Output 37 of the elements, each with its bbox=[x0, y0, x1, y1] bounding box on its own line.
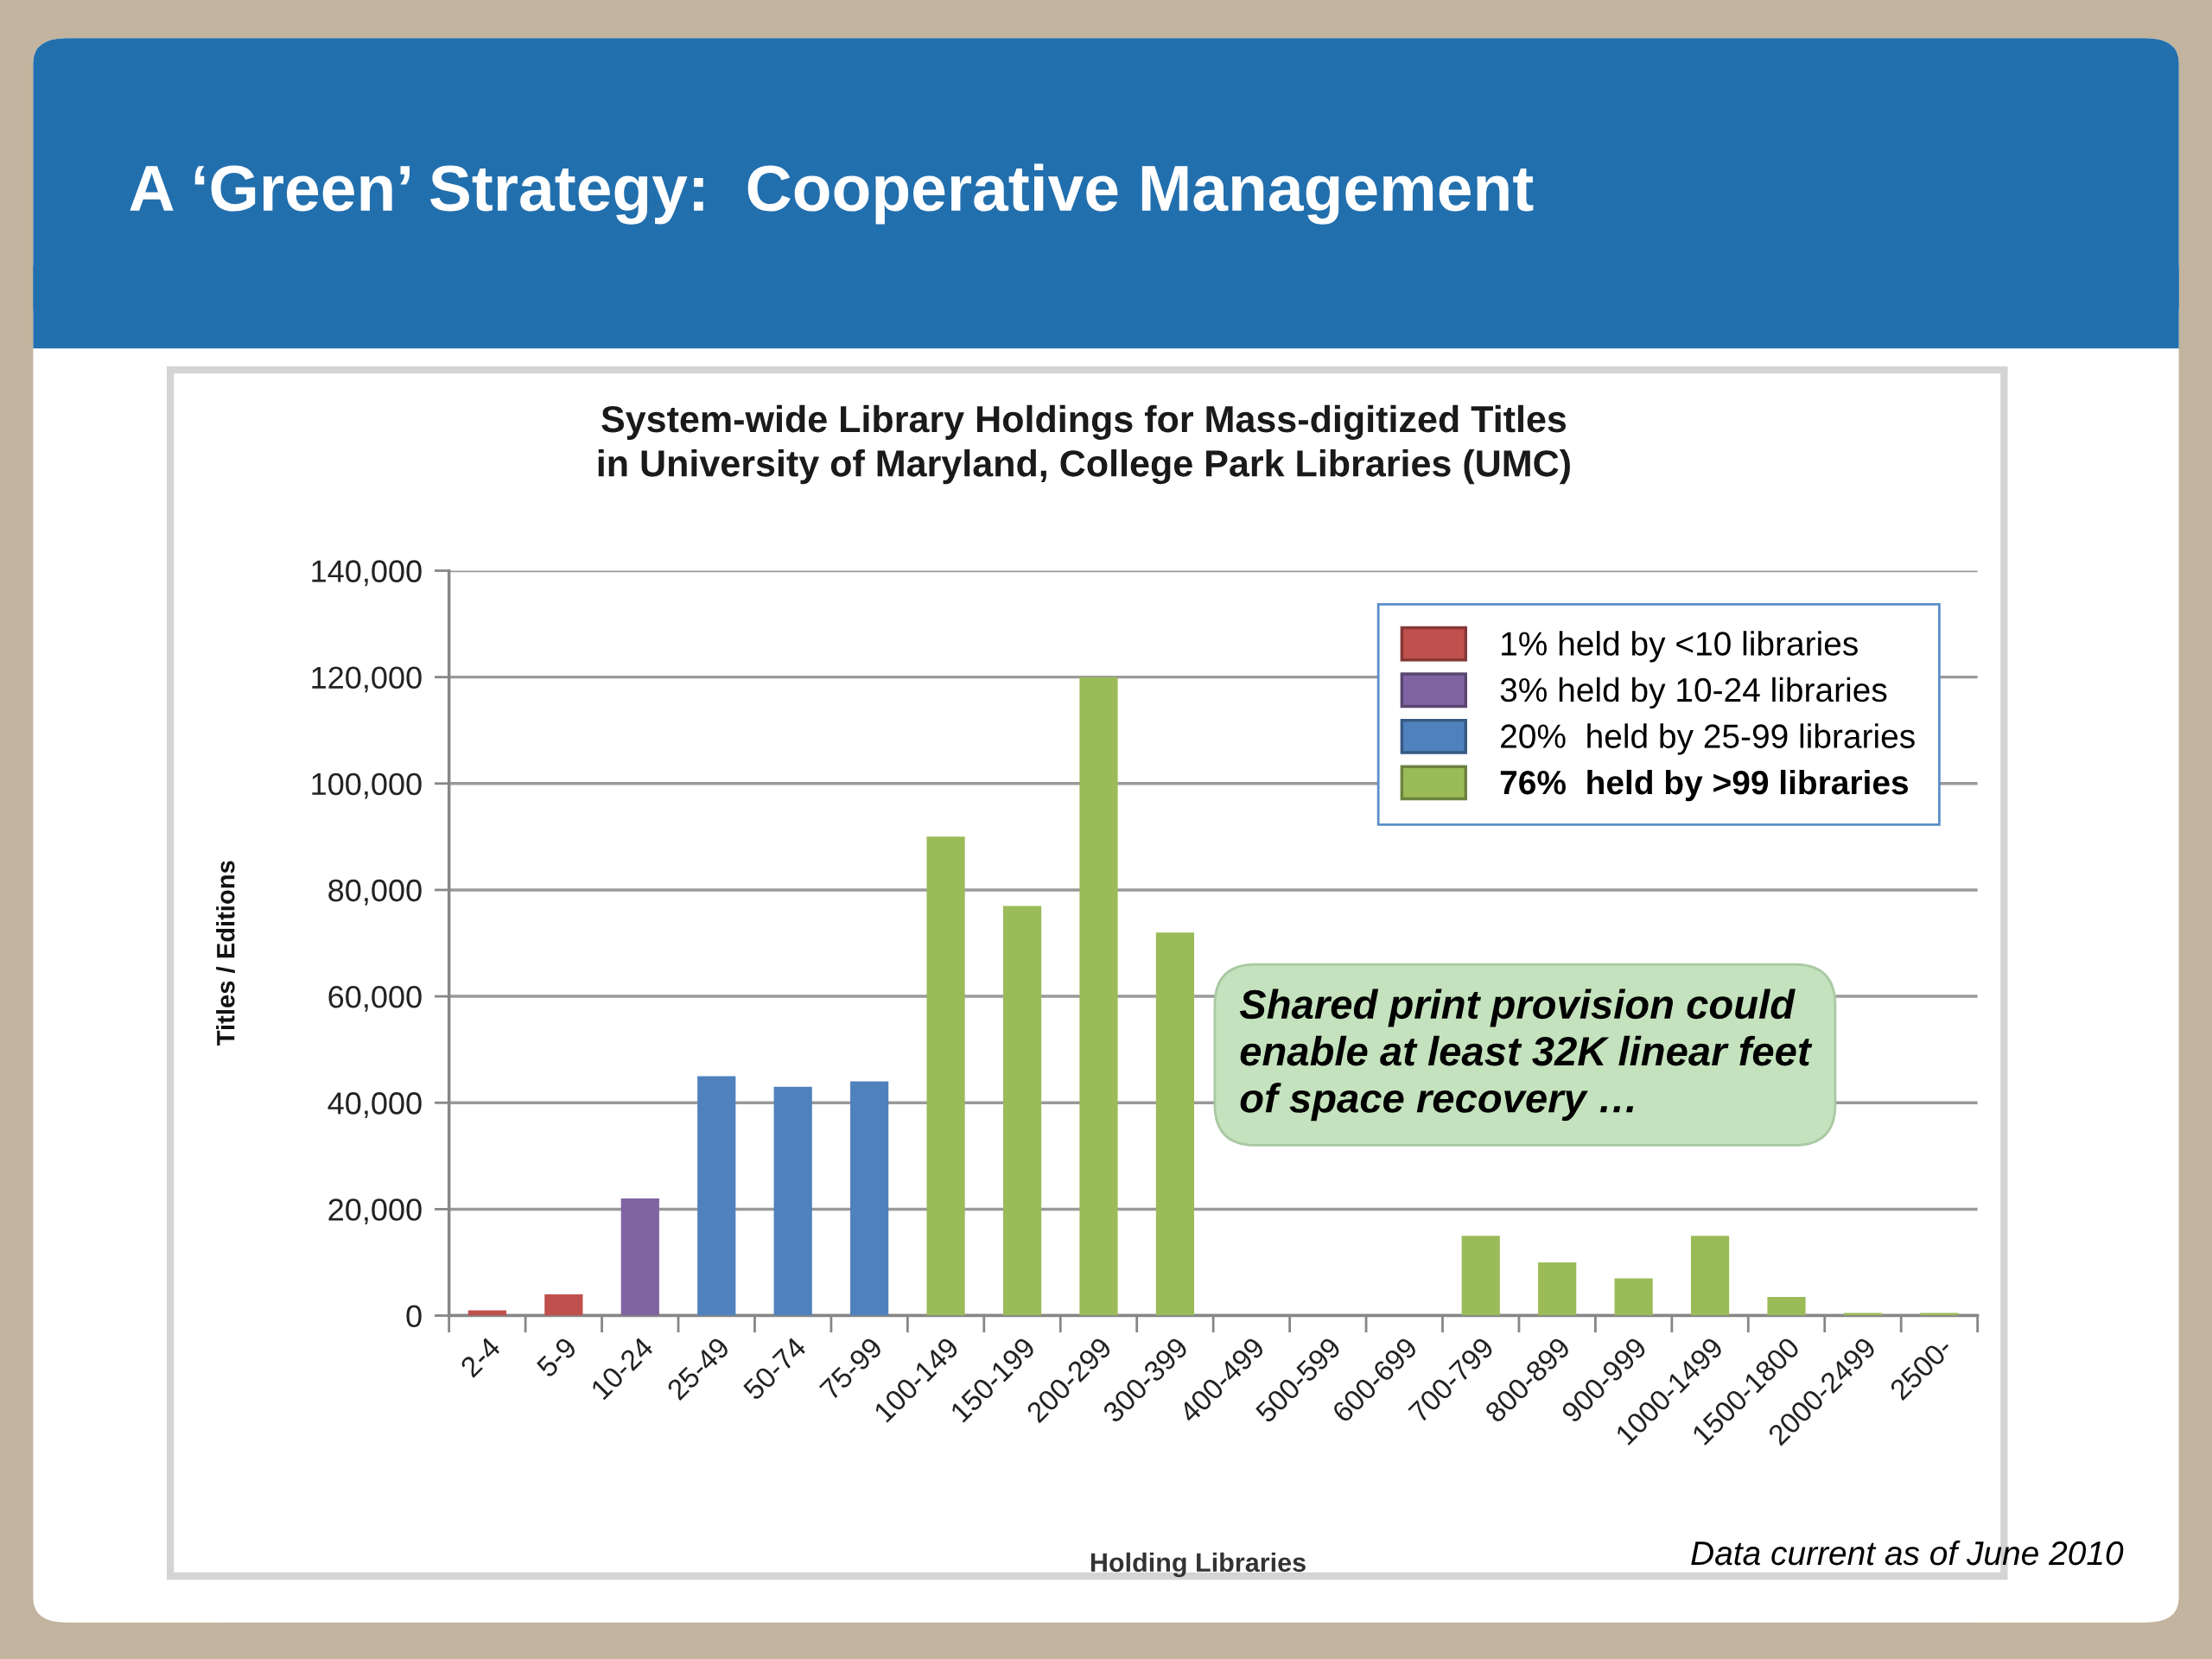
x-tick-label: 2-4 bbox=[459, 1336, 502, 1378]
bar bbox=[1920, 1313, 1959, 1316]
bar bbox=[1690, 1236, 1730, 1316]
bar bbox=[926, 836, 965, 1316]
annotation: Shared print provision could enable at least 32K linear feet of space recovery … bbox=[1239, 988, 1813, 1122]
bar bbox=[1614, 1278, 1653, 1316]
y-tick-label: 140,000 bbox=[312, 560, 422, 587]
legend-label: 76% held by >99 libraries bbox=[1500, 769, 1909, 802]
bar bbox=[1538, 1262, 1577, 1316]
bar bbox=[850, 1081, 889, 1316]
legend-label: 20% held by 25-99 libraries bbox=[1501, 723, 1915, 755]
chart-subtitle: System-wide Library Holdings for Mass-digitized Titles in University of Maryland, College Park Libraries (UMC) bbox=[598, 404, 1570, 485]
y-tick-label: 80,000 bbox=[328, 879, 422, 906]
bar bbox=[1002, 906, 1042, 1316]
y-tick-label: 120,000 bbox=[312, 666, 422, 693]
x-axis-title: Holding Libraries bbox=[1090, 1552, 1306, 1578]
bar bbox=[1079, 677, 1118, 1316]
bar bbox=[1461, 1236, 1500, 1316]
bar bbox=[773, 1086, 812, 1316]
text: Data current as of June 2010 bbox=[1691, 1540, 2124, 1566]
chart-title: A ‘Green’ Strategy: Cooperative Management bbox=[130, 163, 1534, 225]
y-tick-label: 20,000 bbox=[328, 1198, 422, 1225]
legend-label: 1% held by <10 libraries bbox=[1502, 631, 1858, 663]
y-tick-label: 60,000 bbox=[328, 985, 422, 1012]
bar bbox=[467, 1310, 507, 1316]
y-tick-label: 40,000 bbox=[327, 1092, 422, 1118]
bar bbox=[1155, 932, 1195, 1316]
legend-label: 3% held by 10-24 libraries bbox=[1500, 677, 1887, 709]
y-tick-label: 0 bbox=[406, 1305, 422, 1327]
x-tick-label: 5-9 bbox=[535, 1336, 578, 1379]
bar bbox=[544, 1294, 583, 1316]
y-tick-label: 100,000 bbox=[312, 772, 422, 799]
bar bbox=[1767, 1297, 1806, 1316]
bar bbox=[1843, 1313, 1883, 1316]
y-axis-title: Titles / Editions bbox=[216, 861, 235, 1046]
bar bbox=[697, 1076, 736, 1316]
bar bbox=[620, 1198, 659, 1316]
